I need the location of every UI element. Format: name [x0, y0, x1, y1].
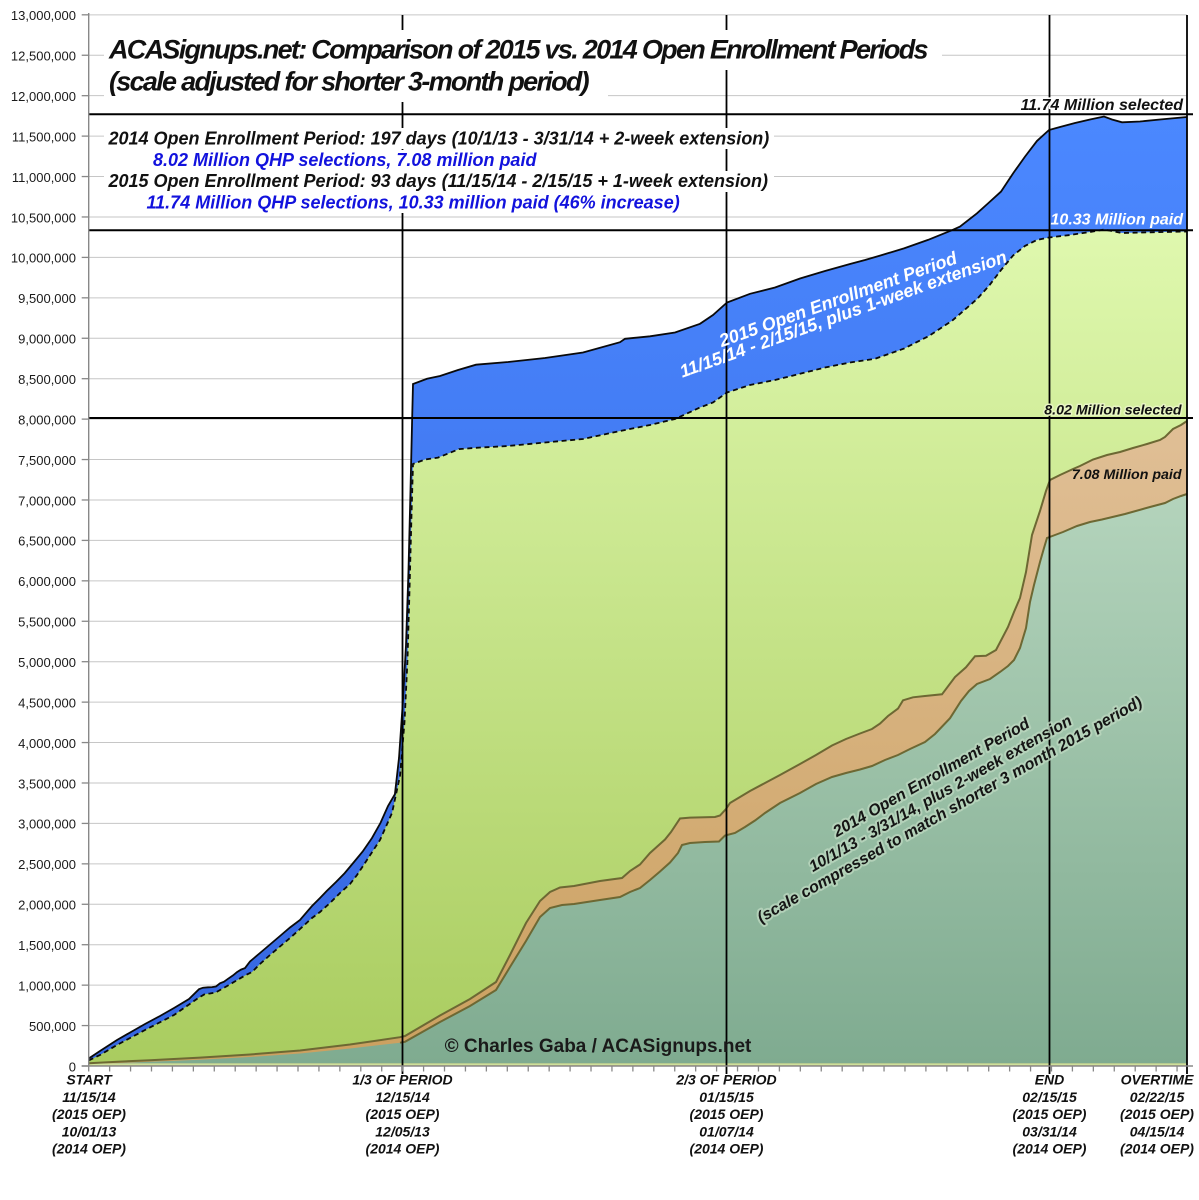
svg-text:7,500,000: 7,500,000 — [18, 453, 76, 468]
svg-text:12/05/13: 12/05/13 — [375, 1123, 430, 1139]
svg-text:2014 Open Enrollment Period: 1: 2014 Open Enrollment Period: 197 days (1… — [108, 129, 770, 149]
svg-text:6,000,000: 6,000,000 — [18, 574, 76, 589]
svg-text:12,000,000: 12,000,000 — [11, 89, 76, 104]
svg-text:11/15/14: 11/15/14 — [62, 1089, 116, 1105]
svg-text:(2014 OEP): (2014 OEP) — [690, 1141, 764, 1157]
svg-text:3,000,000: 3,000,000 — [18, 817, 76, 832]
svg-text:(2015 OEP): (2015 OEP) — [690, 1106, 764, 1122]
svg-text:03/31/14: 03/31/14 — [1022, 1123, 1077, 1139]
svg-text:02/22/15: 02/22/15 — [1130, 1089, 1185, 1105]
svg-text:OVERTIME: OVERTIME — [1121, 1072, 1195, 1088]
svg-text:© Charles Gaba / ACASignups.ne: © Charles Gaba / ACASignups.net — [445, 1036, 752, 1057]
svg-text:1/3 OF PERIOD: 1/3 OF PERIOD — [352, 1072, 452, 1088]
svg-text:(2015 OEP): (2015 OEP) — [1013, 1106, 1087, 1122]
svg-text:10/01/13: 10/01/13 — [62, 1123, 117, 1139]
svg-text:(2014 OEP): (2014 OEP) — [1013, 1141, 1087, 1157]
svg-text:ACASignups.net: Comparison of: ACASignups.net: Comparison of 2015 vs. 2… — [108, 35, 928, 65]
svg-text:START: START — [66, 1072, 113, 1088]
svg-text:(scale adjusted for shorter 3-: (scale adjusted for shorter 3-month peri… — [109, 67, 590, 97]
svg-text:9,500,000: 9,500,000 — [18, 291, 76, 306]
svg-text:10,000,000: 10,000,000 — [11, 251, 76, 266]
svg-text:2/3 OF PERIOD: 2/3 OF PERIOD — [675, 1072, 776, 1088]
svg-text:0: 0 — [69, 1059, 76, 1074]
svg-text:6,500,000: 6,500,000 — [18, 534, 76, 549]
svg-text:8,500,000: 8,500,000 — [18, 372, 76, 387]
svg-text:10.33 Million paid: 10.33 Million paid — [1051, 212, 1185, 229]
svg-text:8.02 Million selected: 8.02 Million selected — [1044, 403, 1182, 419]
svg-text:2,500,000: 2,500,000 — [18, 857, 76, 872]
svg-text:11,500,000: 11,500,000 — [12, 129, 76, 144]
svg-text:11.74 Million QHP selections,: 11.74 Million QHP selections, 10.33 mill… — [147, 193, 680, 213]
svg-text:2,000,000: 2,000,000 — [18, 898, 76, 913]
svg-text:8,000,000: 8,000,000 — [18, 412, 76, 427]
svg-text:4,500,000: 4,500,000 — [18, 695, 76, 710]
svg-text:04/15/14: 04/15/14 — [1130, 1123, 1185, 1139]
svg-text:12/15/14: 12/15/14 — [375, 1089, 430, 1105]
svg-text:12,500,000: 12,500,000 — [11, 49, 76, 64]
svg-text:01/07/14: 01/07/14 — [699, 1123, 754, 1139]
svg-text:13,000,000: 13,000,000 — [11, 8, 76, 23]
svg-text:4,000,000: 4,000,000 — [18, 736, 76, 751]
svg-text:11.74 Million selected: 11.74 Million selected — [1021, 97, 1185, 114]
svg-text:7.08 Million paid: 7.08 Million paid — [1072, 467, 1182, 483]
svg-text:(2014 OEP): (2014 OEP) — [366, 1141, 440, 1157]
svg-text:3,500,000: 3,500,000 — [18, 776, 76, 791]
svg-text:(2015 OEP): (2015 OEP) — [366, 1106, 440, 1122]
svg-text:8.02 Million QHP selections, 7: 8.02 Million QHP selections, 7.08 millio… — [153, 150, 537, 170]
svg-text:1,500,000: 1,500,000 — [18, 938, 76, 953]
svg-text:(2015 OEP): (2015 OEP) — [52, 1106, 126, 1122]
svg-text:9,000,000: 9,000,000 — [18, 332, 76, 347]
svg-text:02/15/15: 02/15/15 — [1022, 1089, 1077, 1105]
svg-text:(2014 OEP): (2014 OEP) — [52, 1141, 126, 1157]
svg-text:(2015 OEP): (2015 OEP) — [1120, 1106, 1194, 1122]
svg-text:7,000,000: 7,000,000 — [18, 493, 76, 508]
svg-text:5,500,000: 5,500,000 — [18, 615, 76, 630]
svg-text:2015 Open Enrollment Period: 9: 2015 Open Enrollment Period: 93 days (11… — [108, 171, 768, 191]
svg-text:500,000: 500,000 — [29, 1019, 76, 1034]
svg-text:01/15/15: 01/15/15 — [699, 1089, 754, 1105]
svg-text:END: END — [1035, 1072, 1065, 1088]
svg-text:5,000,000: 5,000,000 — [18, 655, 76, 670]
svg-text:1,000,000: 1,000,000 — [18, 978, 76, 993]
svg-text:(2014 OEP): (2014 OEP) — [1120, 1141, 1194, 1157]
svg-text:10,500,000: 10,500,000 — [11, 210, 76, 225]
svg-text:11,000,000: 11,000,000 — [12, 170, 76, 185]
